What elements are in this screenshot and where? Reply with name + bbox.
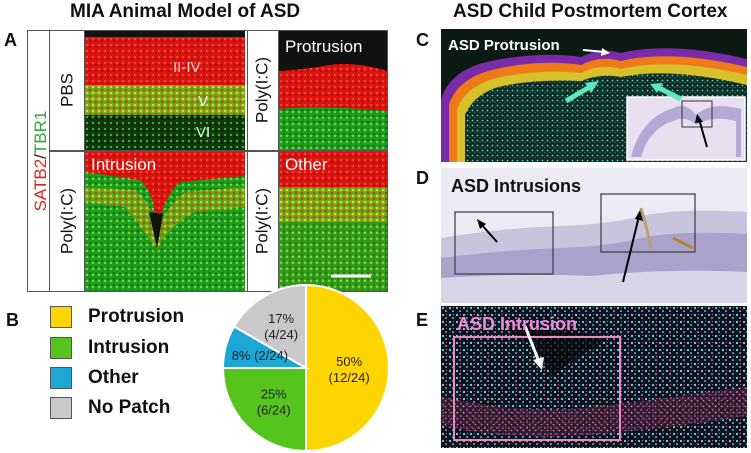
intrusion-title: Intrusion bbox=[91, 155, 157, 174]
left-title: MIA Animal Model of ASD bbox=[70, 1, 301, 22]
pie-count-no-patch: (4/24) bbox=[264, 327, 298, 342]
right-title: ASD Child Postmortem Cortex bbox=[453, 1, 728, 22]
layer-label-ii-iv: II-IV bbox=[173, 59, 201, 76]
col2-label-other: Poly(I:C) bbox=[252, 187, 272, 255]
pie-percent-protrusion: 50% bbox=[336, 354, 362, 369]
other-image bbox=[279, 152, 387, 291]
satb2-label: SATB2 bbox=[31, 158, 50, 212]
col2-label-box-2: Poly(I:C) bbox=[247, 152, 279, 291]
legend-item-protrusion: Protrusion bbox=[50, 305, 184, 329]
image-pbs-control: II-IV V VI bbox=[85, 31, 245, 150]
panel-letter-d: D bbox=[416, 168, 429, 188]
pie-label-other: 8% (2/24) bbox=[232, 348, 288, 363]
panel-e-image: ASD Intrusion bbox=[441, 306, 747, 448]
panel-c-label: ASD Protrusion bbox=[448, 37, 560, 54]
image-protrusion: Protrusion bbox=[279, 31, 387, 150]
image-intrusion: Intrusion bbox=[85, 152, 245, 291]
pie-slice-protrusion bbox=[305, 283, 390, 453]
panel-d-image: ASD Intrusions bbox=[441, 168, 747, 303]
legend-label-protrusion: Protrusion bbox=[88, 306, 185, 327]
row-label-pbs-box: PBS bbox=[49, 31, 85, 150]
legend-swatch-no-patch bbox=[50, 397, 72, 419]
panel-e-cortex bbox=[441, 306, 747, 448]
legend-label-intrusion: Intrusion bbox=[88, 337, 170, 358]
legend-swatch-intrusion bbox=[50, 337, 72, 359]
panel-a: SATB2/TBR1 PBS Poly(I:C) bbox=[27, 30, 388, 292]
row-label-polyic: Poly(I:C) bbox=[57, 187, 77, 255]
pie-slice-no-patch bbox=[232, 283, 307, 370]
row-label-pbs: PBS bbox=[57, 72, 77, 108]
legend-label-no-patch: No Patch bbox=[88, 397, 171, 418]
col2-label-box-1: Poly(I:C) bbox=[247, 31, 279, 150]
panel-letter-a: A bbox=[4, 30, 17, 50]
pie-slice-intrusion bbox=[221, 367, 307, 453]
panel-letter-b: B bbox=[6, 310, 19, 330]
pie-count-intrusion: (6/24) bbox=[257, 402, 291, 417]
panel-d-label: ASD Intrusions bbox=[451, 176, 582, 196]
pbs-control-image bbox=[85, 31, 245, 150]
layer-label-vi: VI bbox=[196, 124, 211, 141]
protrusion-title: Protrusion bbox=[285, 37, 363, 56]
row-label-polyic-box: Poly(I:C) bbox=[49, 152, 85, 291]
tbr1-label: TBR1 bbox=[31, 110, 50, 155]
pie-chart: 50%(12/24) 25%(6/24) 8% (2/24) 17%(4/24) bbox=[221, 283, 390, 453]
panel-c-cortex bbox=[441, 29, 747, 162]
pie-percent-no-patch: 17% bbox=[268, 311, 294, 326]
legend-swatch-other bbox=[50, 367, 72, 389]
other-title: Other bbox=[285, 155, 328, 174]
row-divider bbox=[49, 150, 387, 152]
panel-letter-e: E bbox=[416, 310, 429, 330]
panel-d-cortex bbox=[441, 168, 747, 303]
legend-item-intrusion: Intrusion bbox=[50, 336, 169, 360]
label-separator: / bbox=[31, 154, 50, 159]
intrusion-image bbox=[85, 152, 245, 291]
panel-e-label: ASD Intrusion bbox=[457, 314, 577, 334]
image-other: Other bbox=[279, 152, 387, 291]
pie-percent-intrusion: 25% bbox=[261, 386, 287, 401]
panel-letter-c: C bbox=[416, 30, 429, 50]
legend-item-other: Other bbox=[50, 366, 139, 390]
protrusion-image bbox=[279, 31, 387, 150]
col2-label-protrusion: Poly(I:C) bbox=[252, 56, 272, 124]
legend-item-no-patch: No Patch bbox=[50, 396, 170, 420]
legend-swatch-protrusion bbox=[50, 306, 72, 328]
layer-label-v: V bbox=[198, 93, 209, 110]
pie-count-protrusion: (12/24) bbox=[329, 370, 370, 385]
panel-c-image: ASD Protrusion bbox=[441, 29, 747, 162]
legend-label-other: Other bbox=[88, 367, 139, 388]
